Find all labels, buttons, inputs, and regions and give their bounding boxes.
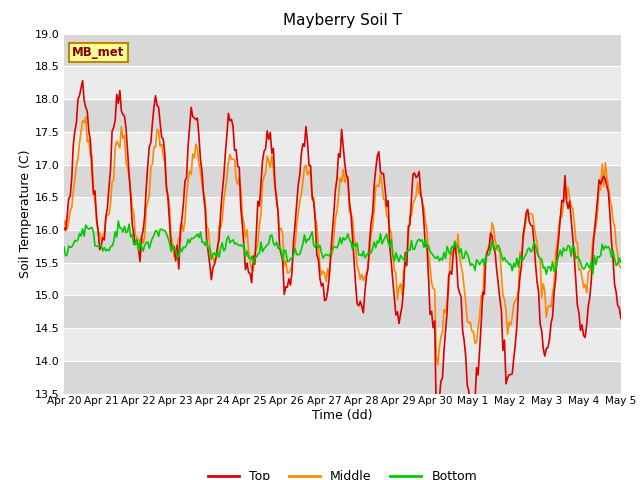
Top	[589, 248, 596, 254]
Bar	[64, 197, 621, 230]
Text: MB_met: MB_met	[72, 46, 125, 59]
Bar	[64, 66, 621, 99]
Bar	[64, 165, 621, 197]
Top	[433, 410, 440, 416]
Top	[60, 225, 68, 231]
Bottom	[228, 238, 236, 244]
Top	[305, 163, 313, 168]
X-axis label: Time (dd): Time (dd)	[312, 409, 372, 422]
Bottom	[130, 242, 138, 248]
Bar	[64, 361, 621, 394]
Middle	[589, 235, 596, 241]
Middle	[130, 211, 138, 216]
Bar	[64, 34, 621, 66]
Middle	[246, 260, 254, 266]
Top	[246, 271, 254, 276]
Line: Bottom: Bottom	[64, 221, 621, 274]
Bar	[64, 230, 621, 263]
Bar	[64, 328, 621, 361]
Middle	[617, 265, 625, 271]
Bottom	[115, 218, 122, 224]
Bottom	[60, 244, 68, 250]
Middle	[82, 114, 90, 120]
Line: Middle: Middle	[64, 117, 621, 365]
Bottom	[255, 250, 263, 256]
Bottom	[305, 237, 313, 243]
Title: Mayberry Soil T: Mayberry Soil T	[283, 13, 402, 28]
Middle	[434, 362, 442, 368]
Top	[79, 78, 86, 84]
Top	[130, 232, 138, 238]
Bottom	[589, 271, 596, 277]
Top	[255, 203, 263, 209]
Bottom	[543, 271, 550, 277]
Legend: Top, Middle, Bottom: Top, Middle, Bottom	[203, 465, 482, 480]
Bar	[64, 132, 621, 165]
Middle	[60, 222, 68, 228]
Bottom	[246, 256, 254, 262]
Top	[617, 315, 625, 321]
Bar	[64, 99, 621, 132]
Middle	[255, 222, 263, 228]
Bar	[64, 295, 621, 328]
Bar	[64, 263, 621, 295]
Top	[228, 117, 236, 122]
Y-axis label: Soil Temperature (C): Soil Temperature (C)	[19, 149, 31, 278]
Middle	[305, 168, 313, 174]
Middle	[228, 156, 236, 162]
Line: Top: Top	[64, 81, 621, 413]
Bottom	[617, 259, 625, 265]
